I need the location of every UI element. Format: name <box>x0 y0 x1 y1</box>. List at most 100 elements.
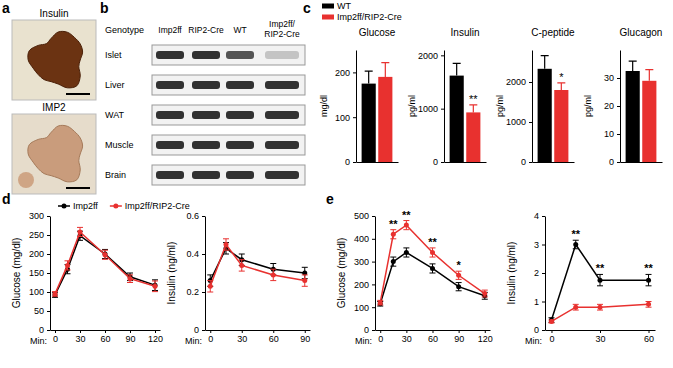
series-line <box>380 225 485 303</box>
x-tick-mark <box>155 330 156 333</box>
islet <box>28 31 83 88</box>
x-tick-mark <box>55 330 56 333</box>
blot-row-label: Muscle <box>105 140 134 150</box>
bar <box>626 71 640 162</box>
y-tick-label: 30 <box>604 73 614 83</box>
point <box>224 242 229 247</box>
chart-title: C-peptide <box>531 27 575 38</box>
y-axis-line <box>205 217 206 331</box>
y-tick-label: 300 <box>29 211 44 221</box>
y-tick-label: 0.4 <box>186 249 199 259</box>
error-bar <box>52 292 58 297</box>
y-tick-label: 10 <box>604 129 614 139</box>
legend-marker <box>113 204 118 209</box>
y-tick-label: 4 <box>534 211 539 221</box>
error-bar <box>541 56 549 69</box>
x-tick: 0 <box>53 330 58 344</box>
error-bar <box>77 227 83 236</box>
x-tick-label: 90 <box>454 334 464 344</box>
y-tick-mark <box>372 216 375 217</box>
y-tick: 2000 <box>418 51 444 61</box>
y-tick-mark <box>441 55 444 56</box>
error-bar <box>223 239 229 250</box>
y-tick-mark <box>529 122 532 123</box>
x-tick-mark <box>380 330 381 333</box>
x-axis <box>445 162 487 164</box>
blot: GenotypeImp2ffRIP2-CreWTImp2ff/RIP2-CreI… <box>105 19 305 185</box>
point <box>573 305 578 310</box>
point <box>404 223 409 228</box>
x-axis: 0306090120 <box>51 330 164 344</box>
legend-label: Imp2ff <box>73 201 98 211</box>
error-bar <box>377 300 383 305</box>
y-tick: 0 <box>345 157 356 167</box>
error-bar <box>152 281 158 292</box>
point <box>239 263 244 268</box>
y-tick-mark <box>617 162 620 163</box>
error-bar <box>646 274 652 285</box>
x-tick-mark <box>649 330 650 333</box>
x-tick-label: 60 <box>269 334 279 344</box>
y-tick-mark <box>47 330 50 331</box>
chart-title: Glucose <box>359 27 396 38</box>
point <box>391 259 396 264</box>
y-tick-mark <box>353 162 356 163</box>
bar-chart: Insulinpg/ml**010002000 <box>407 27 487 167</box>
image-background <box>12 20 96 100</box>
image-background <box>12 114 96 194</box>
significance: * <box>456 259 461 271</box>
y-tick-label: 1000 <box>418 104 438 114</box>
significance: ** <box>571 228 580 240</box>
error-bar <box>629 61 637 71</box>
error-bar <box>573 304 579 310</box>
x-axis-title: Min: <box>30 336 47 346</box>
blot-band <box>156 51 184 59</box>
point <box>404 250 409 255</box>
x-tick: 60 <box>428 330 438 344</box>
y-tick-mark <box>529 82 532 83</box>
point <box>598 278 603 283</box>
x-tick-label: 30 <box>75 334 85 344</box>
x-tick-label: 30 <box>237 334 247 344</box>
error-bar <box>102 250 108 259</box>
y-tick-label: 250 <box>29 230 44 240</box>
y-axis-line <box>375 217 376 331</box>
islet-small <box>18 172 34 188</box>
error-bar <box>381 63 389 77</box>
y-tick: 200 <box>354 280 375 290</box>
x-tick: 30 <box>595 330 605 344</box>
y-tick-label: 200 <box>29 249 44 259</box>
bar <box>466 112 480 162</box>
y-tick-mark <box>372 262 375 263</box>
y-tick: 0 <box>521 157 532 167</box>
y-tick-mark <box>353 72 356 73</box>
y-tick-label: 1 <box>534 297 539 307</box>
x-axis-line <box>206 330 311 331</box>
scale-bar <box>66 93 90 95</box>
y-tick-label: 300 <box>354 257 369 267</box>
blot-band <box>226 111 254 119</box>
bar <box>642 81 656 162</box>
error-bar <box>65 261 71 270</box>
blot-column-label: Imp2ff <box>158 25 182 35</box>
point <box>391 232 396 237</box>
y-tick-label: 100 <box>29 287 44 297</box>
y-tick: 150 <box>29 268 50 278</box>
x-tick: 120 <box>148 330 163 344</box>
y-axis-title: Glucose (mg/dl) <box>336 238 347 309</box>
histology-image: IMP2 <box>12 102 96 194</box>
point <box>646 302 651 307</box>
blot-strip <box>152 165 305 185</box>
bar <box>554 90 568 162</box>
point <box>378 300 383 305</box>
y-tick: 0.6 <box>186 211 205 221</box>
y-tick-label: 150 <box>29 268 44 278</box>
error-bar <box>403 221 409 230</box>
blot-strip <box>152 135 305 155</box>
error-bar <box>646 302 652 308</box>
x-tick-label: 0 <box>549 334 554 344</box>
blot-column-label: WT <box>233 25 246 35</box>
line-chart: Insulin (ng/ml)Min:******0123403060 <box>506 211 656 346</box>
y-axis-title: pg/ml <box>495 95 505 117</box>
y-tick: 300 <box>354 257 375 267</box>
